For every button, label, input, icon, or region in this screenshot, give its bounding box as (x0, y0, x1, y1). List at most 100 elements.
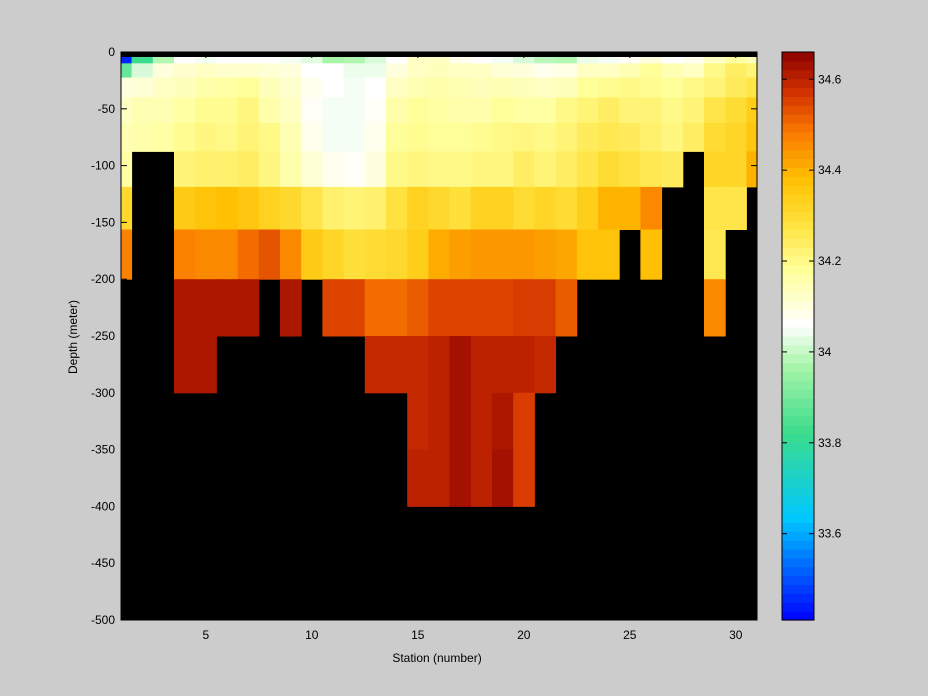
heatmap-cell (258, 123, 281, 152)
heatmap-cell (386, 151, 408, 188)
colorbar-band (782, 433, 814, 444)
heatmap-cell (619, 123, 641, 152)
heatmap-cell (661, 97, 684, 124)
heatmap-cell (216, 63, 239, 79)
heatmap-cell (704, 63, 726, 79)
heatmap-cell (725, 63, 747, 79)
heatmap-cell (258, 151, 281, 188)
heatmap-cell (513, 229, 535, 280)
heatmap-cell (343, 279, 366, 337)
heatmap-cell (195, 229, 217, 280)
heatmap-cell (258, 52, 281, 64)
heatmap-cell (407, 97, 429, 124)
heatmap-cell (513, 151, 535, 188)
heatmap-cell (407, 123, 429, 152)
heatmap-cell (258, 229, 281, 280)
colorbar-band (782, 167, 814, 177)
colorbar-band (782, 478, 814, 488)
heatmap-cell (470, 77, 493, 98)
heatmap-cell (704, 151, 726, 188)
heatmap-cell (449, 97, 472, 124)
heatmap-cell (407, 392, 429, 451)
heatmap-cell (576, 63, 599, 79)
heatmap-cell (492, 151, 514, 188)
heatmap-cell (470, 279, 493, 337)
heatmap-cell (598, 97, 620, 124)
heatmap-cell (598, 77, 620, 98)
heatmap-cell (195, 97, 217, 124)
heatmap-cell (555, 123, 578, 152)
heatmap-cell (364, 97, 387, 124)
colorbar-band (782, 495, 814, 506)
heatmap-cell (131, 77, 154, 98)
heatmap-cell (576, 229, 599, 280)
heatmap-cell (322, 52, 345, 64)
heatmap-cell (555, 151, 578, 188)
heatmap-cell (725, 123, 747, 152)
heatmap-cell (449, 279, 472, 337)
heatmap-cell (598, 63, 620, 79)
heatmap-cell (322, 151, 345, 188)
y-axis-ticks: 0 -50 -100 -150 -200 -250 -300 -350 -400 -450 -500 (91, 45, 757, 627)
heatmap-cell (258, 63, 281, 79)
heatmap-cell (534, 97, 557, 124)
heatmap-cell (513, 392, 535, 451)
heatmap-cell (301, 77, 323, 98)
heatmap-cell (449, 186, 472, 230)
colorbar-band (782, 247, 814, 257)
heatmap-cell (258, 186, 281, 230)
colorbar-band (782, 469, 814, 479)
colorbar-band (782, 256, 814, 266)
colorbar-band (782, 69, 814, 80)
heatmap-cell (195, 63, 217, 79)
heatmap-cell (364, 123, 387, 152)
colorbar-band (782, 291, 814, 302)
colorbar-band (782, 398, 814, 408)
heatmap-cell (449, 336, 472, 394)
heatmap-cell (131, 123, 154, 152)
heatmap-cell (121, 123, 133, 152)
heatmap-cell (364, 336, 387, 394)
surface-no-data-strip (121, 52, 757, 57)
heatmap-cell (152, 63, 175, 79)
heatmap-cell (174, 63, 196, 79)
colorbar-band (782, 380, 814, 390)
heatmap-cell (237, 97, 260, 124)
heatmap-cell (725, 151, 747, 188)
heatmap-cell (555, 52, 578, 64)
heatmap-cell (492, 449, 514, 507)
heatmap-cell (121, 63, 133, 79)
y-tick-label: -350 (91, 443, 115, 457)
heatmap-cell (343, 52, 366, 64)
heatmap-cell (598, 229, 620, 280)
colorbar-band (782, 123, 814, 133)
y-tick-label: -250 (91, 329, 115, 343)
heatmap-cell (152, 77, 175, 98)
colorbar-tick-label: 34.4 (818, 163, 842, 177)
heatmap-cell (704, 123, 726, 152)
heatmap-cell (619, 186, 641, 230)
heatmap-cell (386, 77, 408, 98)
heatmap-cell (661, 123, 684, 152)
heatmap-cell (682, 52, 705, 64)
colorbar-band (782, 344, 814, 355)
colorbar-band (782, 60, 814, 71)
heatmap-cell (449, 63, 472, 79)
heatmap-cell (343, 186, 366, 230)
heatmap-cell (661, 77, 684, 98)
heatmap-cell (746, 52, 758, 64)
colorbar-band (782, 513, 814, 523)
heatmap-cell (386, 229, 408, 280)
heatmap-cell (534, 229, 557, 280)
heatmap-cell (555, 229, 578, 280)
colorbar-band (782, 442, 814, 452)
heatmap-cell (725, 97, 747, 124)
x-axis-label: Station (number) (392, 651, 481, 665)
heatmap-cell (576, 97, 599, 124)
heatmap-cell (174, 186, 196, 230)
heatmap-cell (174, 151, 196, 188)
colorbar-band (782, 415, 814, 426)
colorbar-band (782, 318, 814, 328)
heatmap-cell (407, 279, 429, 337)
heatmap-cell (704, 97, 726, 124)
